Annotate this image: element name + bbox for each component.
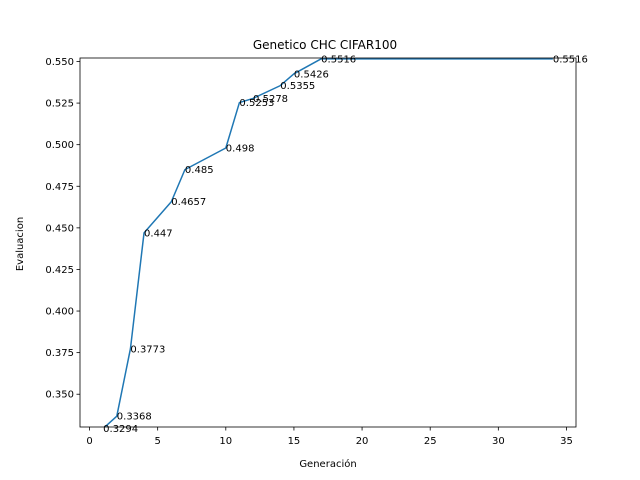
chart-title: Genetico CHC CIFAR100 [253, 38, 397, 52]
data-label: 0.5355 [280, 81, 315, 92]
x-tick-label: 10 [219, 436, 232, 447]
y-axis-label: Evaluacion [15, 217, 26, 271]
x-tick-label: 35 [560, 436, 573, 447]
data-label: 0.5253 [239, 98, 274, 109]
data-label: 0.3773 [130, 344, 165, 355]
y-tick-label: 0.425 [45, 265, 74, 276]
data-label: 0.5278 [253, 94, 288, 105]
x-tick-label: 20 [356, 436, 369, 447]
data-label: 0.4657 [171, 197, 206, 208]
y-tick-label: 0.400 [45, 307, 74, 318]
data-label: 0.3294 [103, 424, 138, 435]
x-tick-label: 15 [288, 436, 301, 447]
plot-frame [79, 57, 577, 428]
y-tick-label: 0.350 [45, 390, 74, 401]
data-label: 0.5516 [321, 54, 356, 65]
data-label: 0.5426 [294, 69, 329, 80]
x-tick-label: 0 [86, 436, 92, 447]
axes: 0 5 10 15 20 25 30 35 0.350 0.375 0.400 0.425 0.450 0… [45, 57, 577, 447]
y-tick-label: 0.550 [45, 57, 74, 68]
plot-area [103, 58, 553, 427]
y-tick-label: 0.475 [45, 182, 74, 193]
data-label: 0.485 [185, 165, 214, 176]
x-tick-label: 5 [154, 436, 160, 447]
x-tick-label: 30 [492, 436, 505, 447]
data-label: 0.498 [226, 144, 255, 155]
y-tick-label: 0.450 [45, 223, 74, 234]
x-axis-label: Generación [299, 458, 356, 470]
y-tick-label: 0.500 [45, 140, 74, 151]
y-tick-label: 0.375 [45, 348, 74, 359]
x-tick-label: 25 [424, 436, 437, 447]
data-label: 0.3368 [117, 412, 152, 423]
series-line-0 [103, 58, 553, 427]
data-label: 0.5516 [553, 54, 588, 65]
data-label: 0.447 [144, 228, 173, 239]
y-tick-label: 0.525 [45, 99, 74, 110]
